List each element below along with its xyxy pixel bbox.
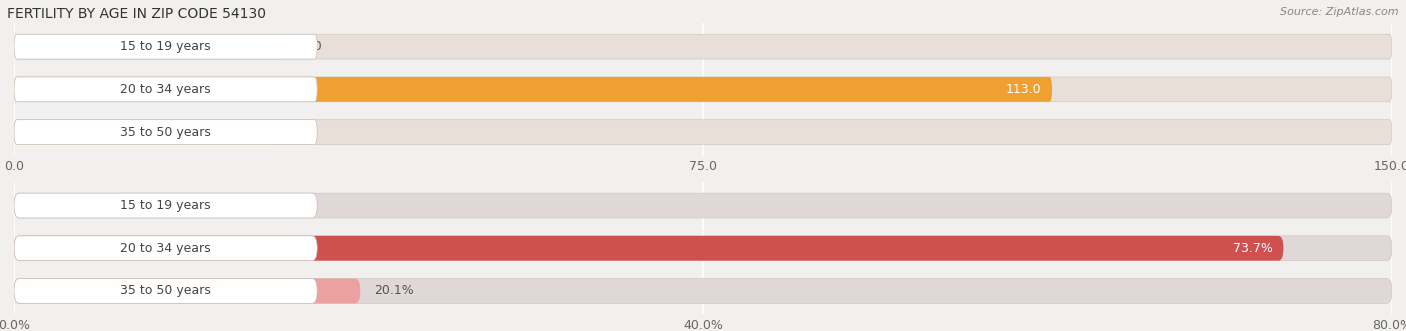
Text: 20 to 34 years: 20 to 34 years [121, 83, 211, 96]
Text: 15 to 19 years: 15 to 19 years [121, 199, 211, 212]
FancyBboxPatch shape [14, 236, 1284, 260]
FancyBboxPatch shape [14, 279, 318, 303]
Text: 6.3%: 6.3% [136, 199, 169, 212]
Text: FERTILITY BY AGE IN ZIP CODE 54130: FERTILITY BY AGE IN ZIP CODE 54130 [7, 7, 266, 21]
FancyBboxPatch shape [14, 120, 1392, 144]
FancyBboxPatch shape [14, 77, 318, 102]
FancyBboxPatch shape [14, 77, 1392, 102]
Text: 35 to 50 years: 35 to 50 years [120, 284, 211, 298]
Text: Source: ZipAtlas.com: Source: ZipAtlas.com [1281, 7, 1399, 17]
Text: 15 to 19 years: 15 to 19 years [121, 40, 211, 53]
FancyBboxPatch shape [14, 236, 318, 260]
FancyBboxPatch shape [14, 279, 360, 303]
FancyBboxPatch shape [14, 34, 318, 59]
FancyBboxPatch shape [14, 77, 1052, 102]
FancyBboxPatch shape [14, 193, 122, 218]
FancyBboxPatch shape [14, 120, 318, 144]
Text: 113.0: 113.0 [1005, 83, 1040, 96]
Text: 35 to 50 years: 35 to 50 years [120, 125, 211, 139]
Text: 20 to 34 years: 20 to 34 years [121, 242, 211, 255]
FancyBboxPatch shape [14, 236, 1392, 260]
FancyBboxPatch shape [14, 193, 1392, 218]
Text: 28.0: 28.0 [285, 125, 314, 139]
Text: 29.0: 29.0 [294, 40, 322, 53]
Text: 73.7%: 73.7% [1233, 242, 1272, 255]
Text: 20.1%: 20.1% [374, 284, 413, 298]
FancyBboxPatch shape [14, 120, 271, 144]
FancyBboxPatch shape [14, 34, 280, 59]
FancyBboxPatch shape [14, 193, 318, 218]
FancyBboxPatch shape [14, 279, 1392, 303]
FancyBboxPatch shape [14, 34, 1392, 59]
